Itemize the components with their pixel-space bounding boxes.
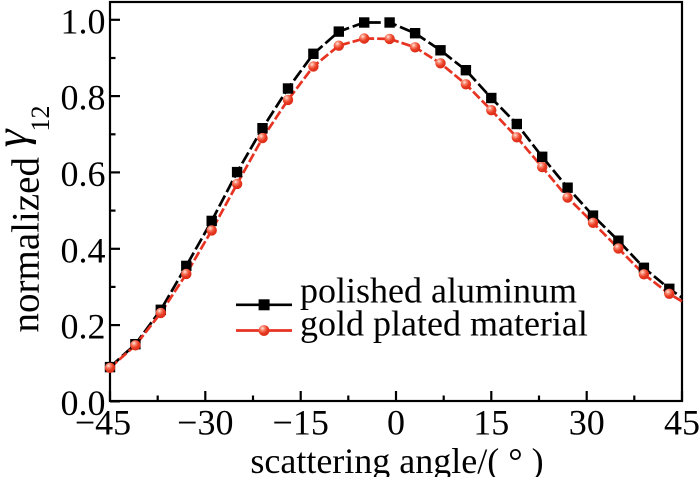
svg-text:1.0: 1.0 <box>61 1 106 41</box>
svg-text:45: 45 <box>664 403 700 443</box>
svg-text:30: 30 <box>569 403 605 443</box>
svg-text:0: 0 <box>387 403 405 443</box>
svg-text:0.4: 0.4 <box>61 230 106 270</box>
svg-text:−45: −45 <box>75 403 131 443</box>
svg-text:−30: −30 <box>177 403 233 443</box>
svg-text:0.6: 0.6 <box>61 154 106 194</box>
svg-text:−15: −15 <box>273 403 329 443</box>
svg-text:polished aluminum: polished aluminum <box>300 270 577 310</box>
svg-text:15: 15 <box>473 403 509 443</box>
svg-text:0.0: 0.0 <box>61 383 106 423</box>
svg-text:gold plated material: gold plated material <box>300 303 588 343</box>
svg-text:scattering angle/( ° ): scattering angle/( ° ) <box>250 441 543 477</box>
svg-text:0.2: 0.2 <box>61 307 106 347</box>
svg-text:0.8: 0.8 <box>61 78 106 118</box>
